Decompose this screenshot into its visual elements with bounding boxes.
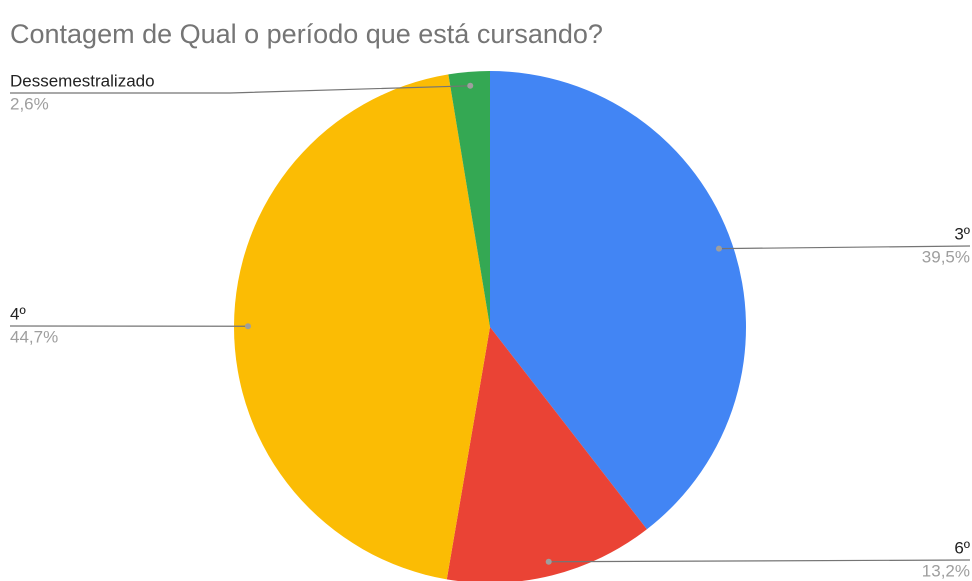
pie-slice <box>490 71 747 530</box>
pie-slice <box>446 327 647 581</box>
leader-dot <box>467 82 474 89</box>
slice-label: Dessemestralizado <box>10 71 155 90</box>
slice-label: 3º <box>954 224 970 243</box>
slice-label: 6º <box>954 538 970 557</box>
slice-label: 4º <box>10 304 26 323</box>
slice-value-label: 13,2% <box>922 561 970 580</box>
leader-dot <box>245 323 252 330</box>
pie-slice <box>234 74 490 580</box>
leader-line <box>548 559 971 563</box>
leader-dot <box>715 245 722 252</box>
chart-title: Contagem de Qual o período que está curs… <box>10 19 603 49</box>
pie-slice <box>448 71 490 327</box>
leader-line <box>718 245 971 250</box>
leader-dot <box>545 558 552 565</box>
slice-value-label: 39,5% <box>922 247 970 266</box>
slice-value-label: 2,6% <box>10 94 49 113</box>
leader-line <box>10 85 471 94</box>
slice-value-label: 44,7% <box>10 327 58 346</box>
